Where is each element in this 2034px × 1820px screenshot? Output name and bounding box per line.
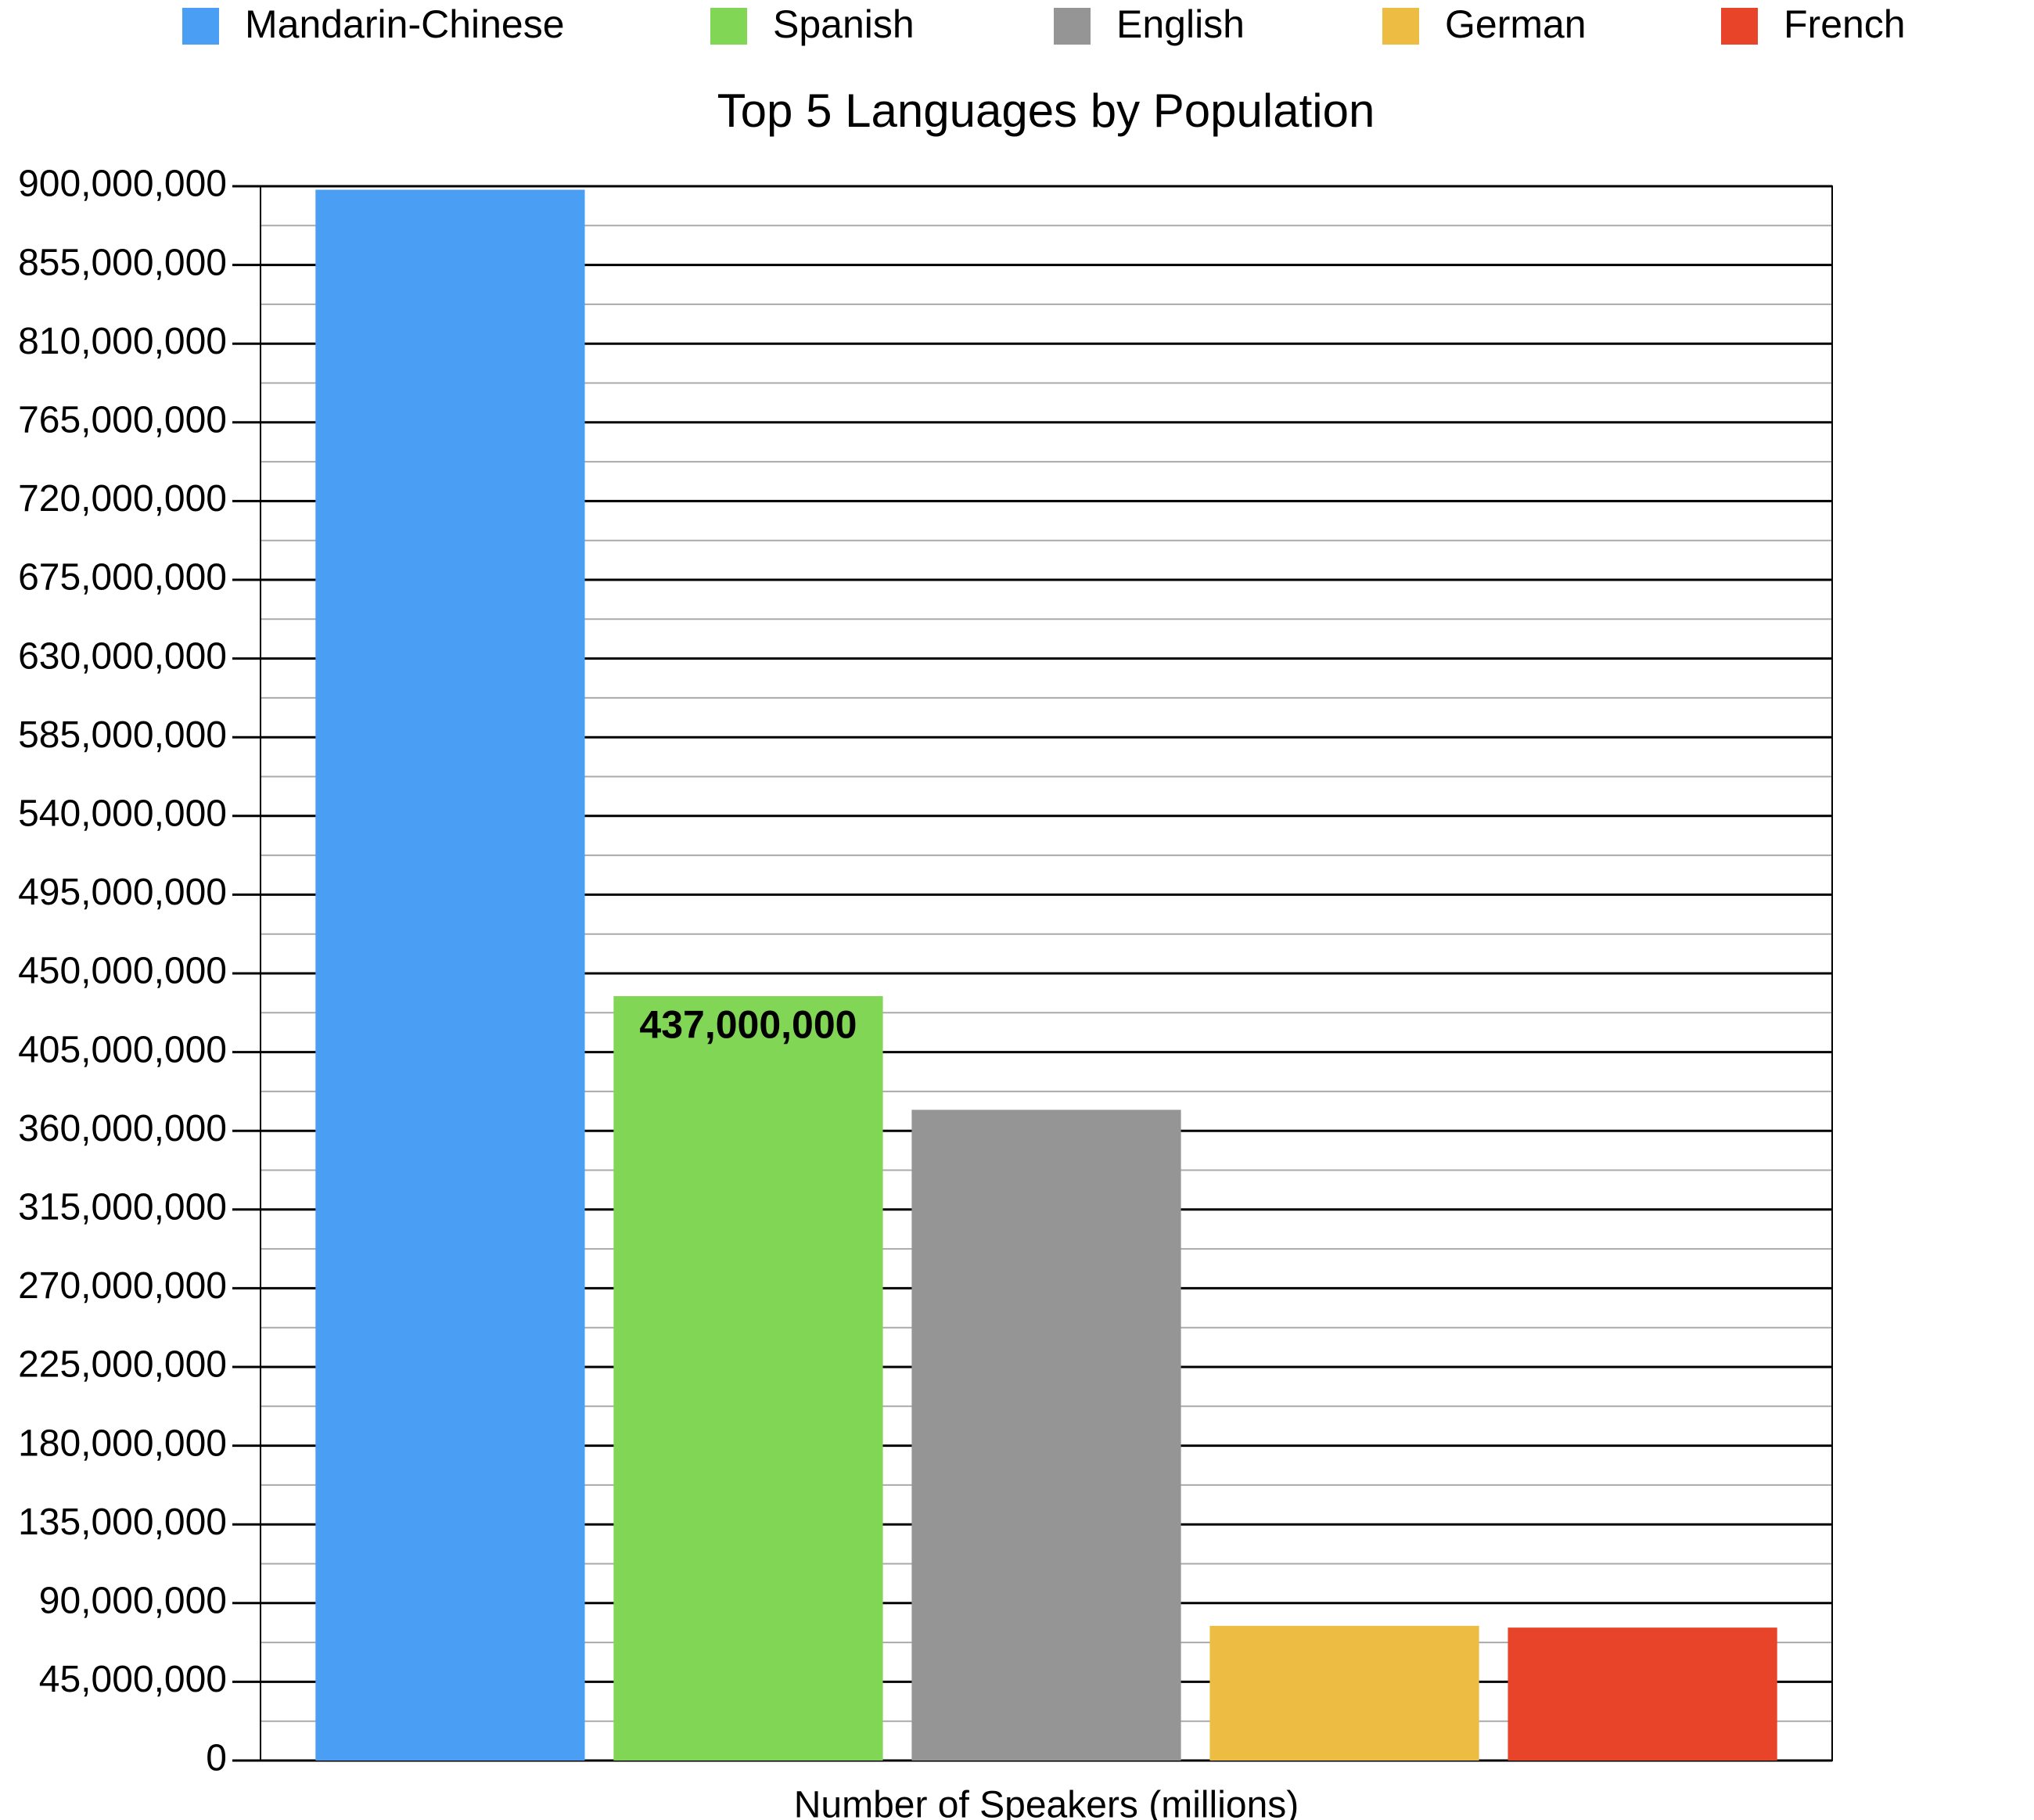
y-tick-label: 135,000,000 [18,1502,227,1543]
bar [1508,1628,1777,1761]
legend-swatch [1721,8,1758,45]
y-tick-label: 495,000,000 [18,872,227,913]
y-tick-label: 720,000,000 [18,478,227,520]
x-tick-label: Number of Speakers (millions) [794,1785,1299,1820]
y-tick-label: 810,000,000 [18,321,227,362]
chart-title: Top 5 Languages by Population [717,85,1375,137]
bar [613,996,883,1761]
y-tick-label: 90,000,000 [39,1580,227,1621]
data-label: 437,000,000 [639,1002,857,1046]
y-tick-label: 405,000,000 [18,1029,227,1070]
legend-label: Mandarin-Chinese [245,2,565,46]
y-tick-label: 450,000,000 [18,951,227,992]
legend-swatch [182,8,219,45]
legend-label: Spanish [773,2,915,46]
y-tick-label: 225,000,000 [18,1344,227,1386]
y-tick-label: 765,000,000 [18,399,227,441]
legend-swatch [1054,8,1091,45]
y-tick-label: 270,000,000 [18,1265,227,1307]
y-tick-label: 630,000,000 [18,635,227,677]
y-tick-label: 315,000,000 [18,1186,227,1228]
y-tick-label: 585,000,000 [18,714,227,756]
y-tick-label: 360,000,000 [18,1108,227,1149]
legend-label: English [1116,2,1245,46]
legend-label: German [1445,2,1587,46]
y-tick-label: 855,000,000 [18,242,227,283]
y-tick-label: 540,000,000 [18,793,227,834]
legend-label: French [1784,2,1906,46]
legend-swatch [710,8,747,45]
bar [1209,1625,1479,1761]
y-tick-label: 0 [206,1738,227,1779]
bar [911,1110,1181,1761]
y-tick-label: 900,000,000 [18,164,227,205]
legend-swatch [1382,8,1419,45]
y-tick-label: 675,000,000 [18,557,227,599]
y-tick-label: 180,000,000 [18,1423,227,1464]
y-tick-label: 45,000,000 [39,1659,227,1700]
bar [315,189,585,1761]
